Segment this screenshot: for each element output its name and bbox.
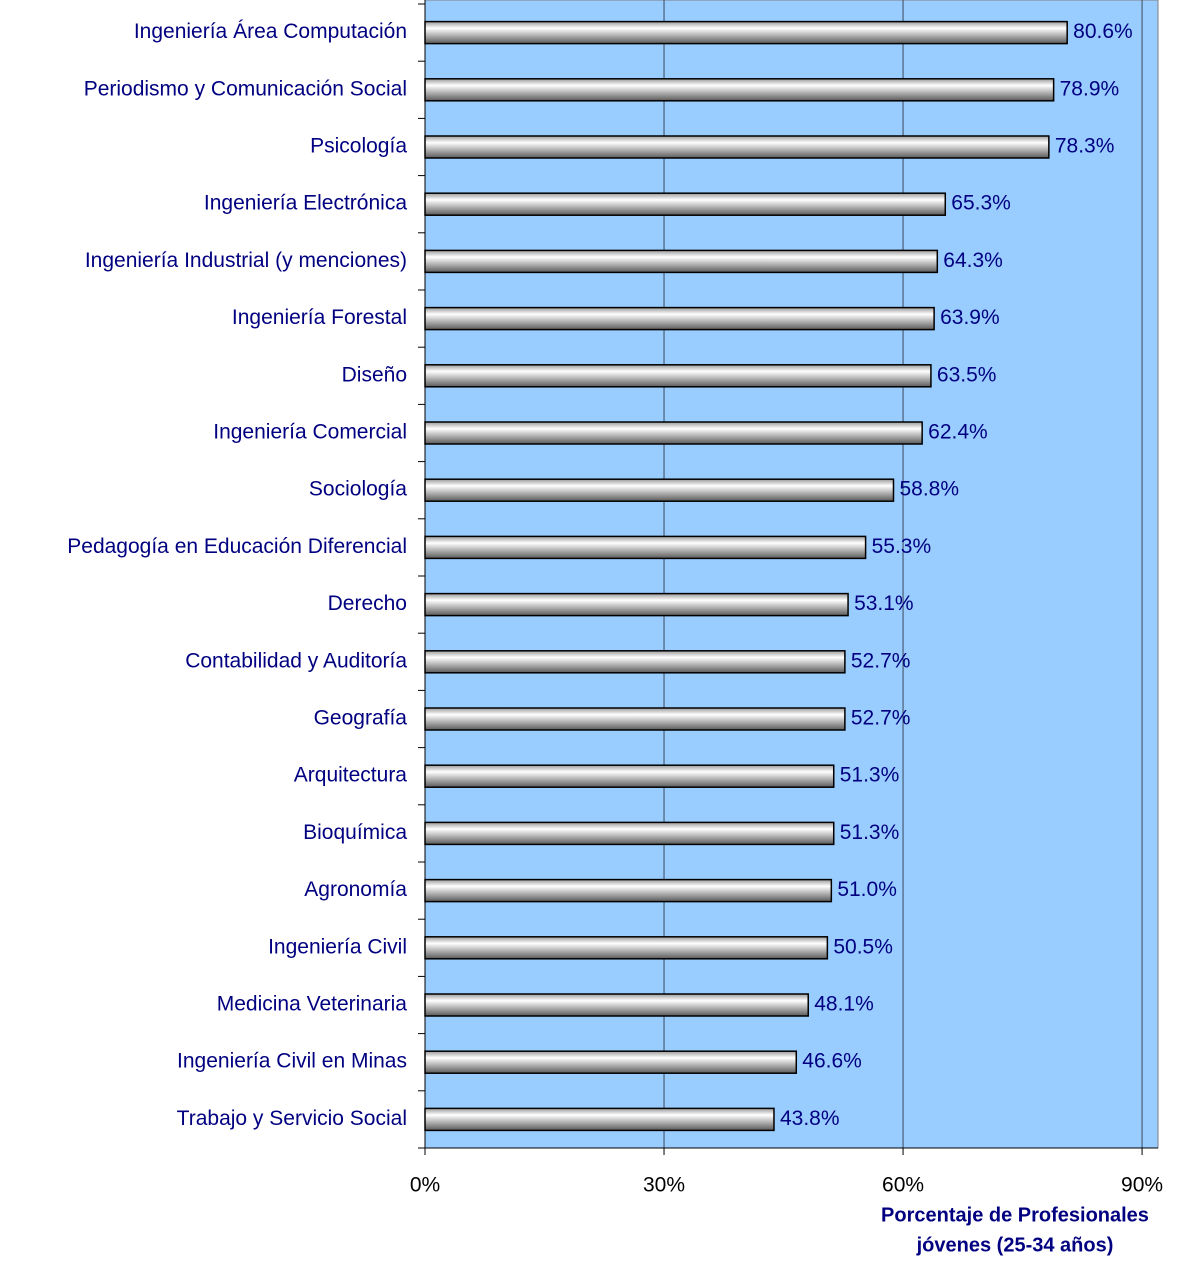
y-tick-label: Ingeniería Civil en Minas bbox=[177, 1050, 407, 1073]
y-tick-label: Medicina Veterinaria bbox=[217, 993, 408, 1016]
y-tick-label: Sociología bbox=[309, 478, 407, 501]
y-tick-label: Ingeniería Comercial bbox=[213, 421, 407, 444]
value-label: 62.4% bbox=[928, 421, 988, 444]
y-tick-label: Trabajo y Servicio Social bbox=[177, 1107, 407, 1130]
bar bbox=[424, 821, 835, 846]
bar bbox=[424, 1107, 775, 1132]
bar bbox=[424, 364, 932, 388]
bar bbox=[424, 135, 1050, 159]
y-tick-label: Psicología bbox=[310, 135, 407, 158]
x-axis-label: Porcentaje de Profesionales bbox=[881, 1204, 1149, 1226]
y-tick-label: Ingeniería Industrial (y menciones) bbox=[85, 249, 407, 272]
bar bbox=[424, 1050, 798, 1074]
bar bbox=[424, 878, 833, 903]
bar bbox=[424, 421, 923, 445]
value-label: 51.0% bbox=[837, 878, 897, 901]
y-tick-label: Diseño bbox=[342, 363, 407, 386]
x-tick-label: 60% bbox=[882, 1174, 924, 1197]
value-label: 51.3% bbox=[840, 821, 900, 844]
y-tick-label: Periodismo y Comunicación Social bbox=[84, 77, 407, 100]
y-tick-label: Ingeniería Forestal bbox=[232, 306, 407, 329]
value-label: 43.8% bbox=[780, 1107, 840, 1130]
value-label: 55.3% bbox=[872, 535, 932, 558]
bar bbox=[424, 936, 829, 960]
value-label: 53.1% bbox=[854, 592, 914, 615]
value-label: 52.7% bbox=[851, 649, 911, 672]
y-tick-label: Geografía bbox=[314, 707, 408, 730]
x-axis-label: jóvenes (25-34 años) bbox=[916, 1234, 1114, 1256]
y-tick-label: Ingeniería Área Computación bbox=[134, 20, 407, 43]
y-tick-label: Arquitectura bbox=[294, 764, 408, 787]
value-label: 65.3% bbox=[951, 192, 1011, 215]
bar bbox=[424, 764, 835, 788]
value-label: 63.9% bbox=[940, 306, 1000, 329]
bar bbox=[424, 78, 1055, 102]
x-tick-label: 0% bbox=[410, 1174, 440, 1197]
plot-area bbox=[424, 0, 1159, 1149]
bar bbox=[424, 535, 867, 560]
value-label: 78.9% bbox=[1060, 77, 1120, 100]
bar bbox=[424, 306, 935, 331]
bar bbox=[424, 478, 895, 502]
x-tick-label: 90% bbox=[1121, 1174, 1163, 1197]
bar bbox=[424, 192, 947, 216]
bar bbox=[424, 592, 849, 617]
bar bbox=[424, 249, 939, 274]
y-tick-label: Agronomía bbox=[304, 878, 407, 901]
bar bbox=[424, 707, 846, 731]
value-label: 58.8% bbox=[899, 478, 959, 501]
bar bbox=[424, 650, 846, 674]
value-label: 48.1% bbox=[814, 993, 874, 1016]
value-label: 51.3% bbox=[840, 764, 900, 787]
value-label: 78.3% bbox=[1055, 135, 1115, 158]
value-label: 80.6% bbox=[1073, 20, 1133, 43]
bar bbox=[424, 993, 809, 1017]
bar bbox=[424, 20, 1068, 45]
value-label: 52.7% bbox=[851, 707, 911, 730]
value-label: 64.3% bbox=[943, 249, 1003, 272]
y-tick-label: Pedagogía en Educación Diferencial bbox=[67, 535, 407, 558]
value-label: 63.5% bbox=[937, 363, 997, 386]
value-label: 50.5% bbox=[833, 935, 893, 958]
y-tick-label: Bioquímica bbox=[303, 821, 407, 844]
x-tick-label: 30% bbox=[643, 1174, 685, 1197]
y-tick-label: Derecho bbox=[328, 592, 407, 615]
y-tick-label: Ingeniería Civil bbox=[268, 935, 407, 958]
y-tick-label: Ingeniería Electrónica bbox=[204, 192, 407, 215]
y-tick-label: Contabilidad y Auditoría bbox=[185, 649, 407, 672]
value-label: 46.6% bbox=[802, 1050, 862, 1073]
